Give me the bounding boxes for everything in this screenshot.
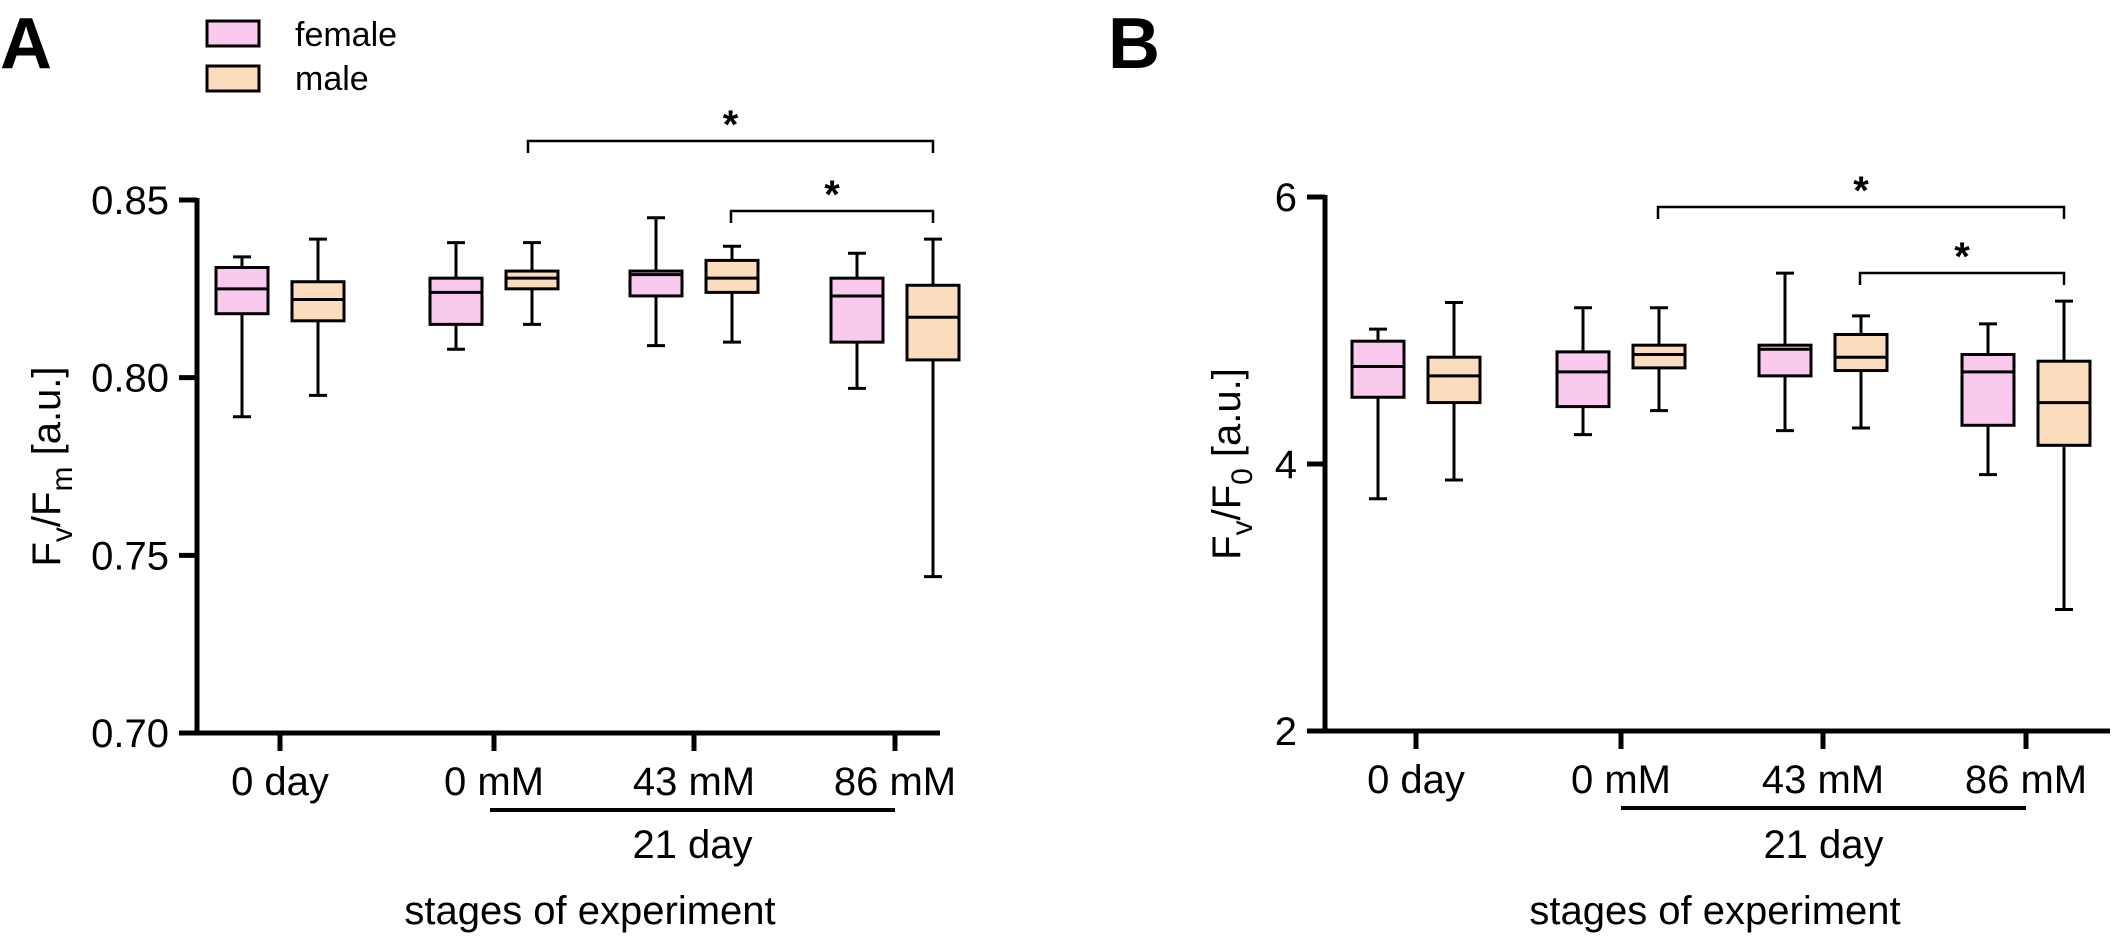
panel-a-y-tick-label: 0.75 [91,534,169,578]
panel-b-box-female [1757,271,1813,433]
panel-b-significance-bracket: * [1656,169,2066,219]
panel-b-y-tick-label: 2 [1275,710,1297,754]
panel-b: B 2 4 6 0 day 0 mM 43 mM 86 mM 21 day stages of e… [1108,4,2110,933]
panel-b-group-label: 21 day [1763,823,1883,867]
panel-b-y-title: Fv/F0 [a.u.] [1205,368,1259,560]
significance-star: * [1954,235,1970,279]
box-iqr [704,258,760,294]
box-iqr [1631,343,1687,370]
panel-b-significance-bracket: * [1858,235,2066,285]
panel-a-significance-bracket: * [729,173,935,223]
legend-label-male: male [295,60,369,98]
box-iqr [1350,339,1406,399]
box-iqr [214,266,270,316]
significance-star: * [824,173,840,217]
panel-a-x-tick-label: 0 day [231,760,329,804]
panel-a-letter: A [0,4,52,84]
panel-a-box-female [628,216,684,348]
panel-a-box-female [829,251,885,390]
box-iqr [829,276,885,344]
panel-b-y-tick-label: 4 [1275,443,1297,487]
significance-star: * [723,103,739,147]
panel-b-box-male [1426,300,1482,482]
panel-a-x-tick-label: 86 mM [834,760,956,804]
bracket-line [1656,205,2066,219]
panel-a-x-title: stages of experiment [404,889,775,933]
panel-a-box-male [290,237,346,397]
panel-a-group-label: 21 day [632,823,752,867]
legend: female male [205,16,397,98]
panel-a-box-female [428,241,484,351]
significance-star: * [1853,169,1869,213]
panel-b-x-tick-label: 0 mM [1571,758,1671,802]
panel-a-x-tick-label: 0 mM [444,760,544,804]
box-iqr [1426,355,1482,405]
legend-swatch-male [205,64,261,93]
panel-a-y-tick-label: 0.85 [91,179,169,223]
panel-a-box-male [704,244,760,344]
panel-b-box-male [1833,314,1889,430]
box-iqr [290,280,346,323]
panel-b-x-tick-label: 0 day [1367,758,1465,802]
panel-b-box-male [2036,299,2092,612]
panel-b-x-tick-label: 86 mM [1965,758,2087,802]
box-iqr [1555,350,1611,409]
box-iqr [1960,353,2016,427]
panel-a-y-title: Fv/Fm [a.u.] [25,366,79,566]
panel-b-box-male [1631,306,1687,413]
bracket-line [729,209,935,223]
box-iqr [504,269,560,291]
panel-a-y-tick-label: 0.80 [91,357,169,401]
bracket-line [526,139,935,153]
panel-b-x-tick-label: 43 mM [1762,758,1884,802]
legend-label-female: female [295,16,397,54]
panel-a-box-male [905,237,961,579]
panel-b-y-tick-label: 6 [1275,176,1297,220]
box-iqr [905,283,961,362]
panel-a-significance-bracket: * [526,103,935,153]
panel-b-box-female [1350,327,1406,501]
panel-a-box-male [504,241,560,326]
panel-a-box-female [214,255,270,419]
panel-b-box-female [1555,306,1611,437]
legend-swatch-female [205,19,261,48]
panel-b-letter: B [1108,4,1160,84]
box-iqr [1833,333,1889,373]
box-iqr [428,276,484,326]
panel-a: A 0.70 0.75 0.80 0.85 0 day 0 mM 43 mM 86 mM 21 d… [0,4,961,933]
panel-a-y-tick-label: 0.70 [91,712,169,756]
panel-a-x-tick-label: 43 mM [633,760,755,804]
panel-b-x-title: stages of experiment [1529,889,1900,933]
panel-b-box-female [1960,322,2016,477]
bracket-line [1858,271,2066,285]
